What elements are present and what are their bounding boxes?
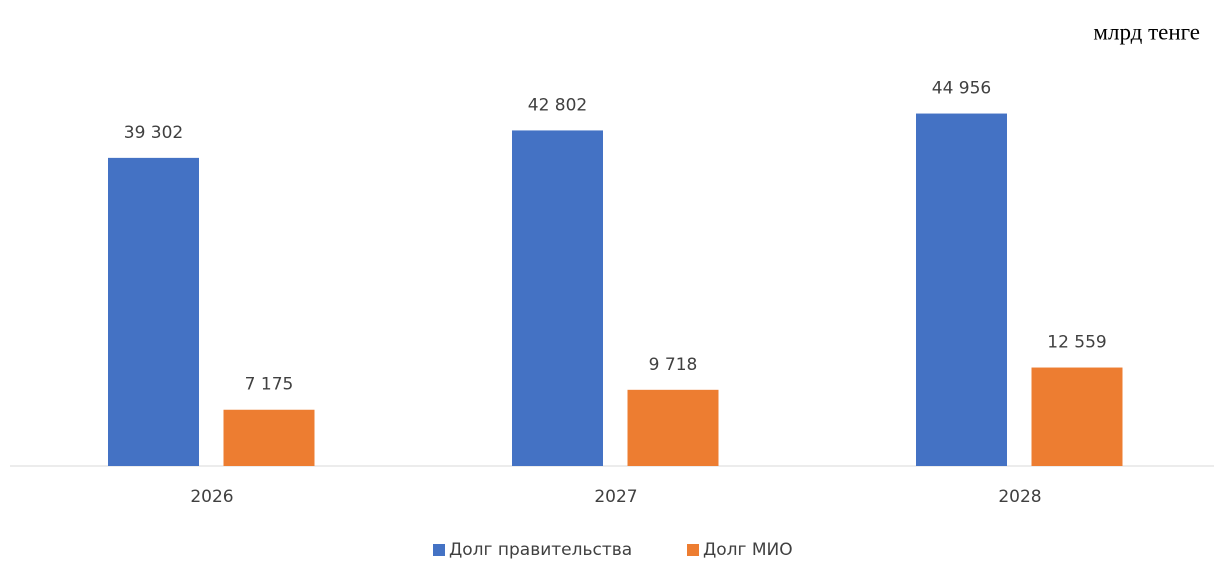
legend-label: Долг МИО (703, 540, 793, 560)
legend-label: Долг правительства (449, 540, 632, 560)
bar (627, 389, 719, 466)
value-label: 42 802 (528, 95, 587, 115)
bar (108, 157, 199, 466)
value-label: 9 718 (649, 355, 698, 375)
legend-swatch (433, 544, 445, 556)
bar (512, 130, 603, 467)
bar (223, 409, 315, 466)
bar (1031, 367, 1123, 466)
value-label: 44 956 (932, 79, 991, 99)
unit-label: млрд тенге (1093, 19, 1200, 44)
value-label: 7 175 (245, 375, 294, 395)
x-tick-label: 2027 (594, 487, 637, 507)
legend-swatch (687, 544, 699, 556)
value-label: 39 302 (124, 123, 183, 143)
bar (916, 113, 1007, 467)
value-label: 12 559 (1047, 333, 1106, 353)
x-tick-label: 2028 (998, 487, 1041, 507)
x-tick-label: 2026 (190, 487, 233, 507)
